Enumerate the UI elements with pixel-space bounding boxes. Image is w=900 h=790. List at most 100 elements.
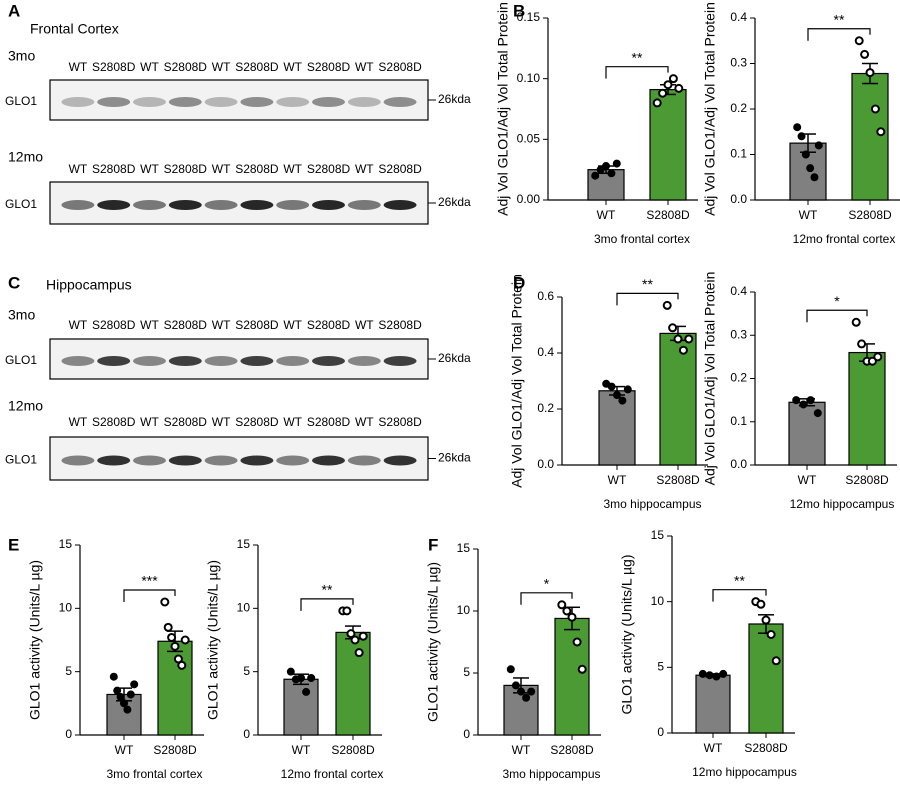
data-point bbox=[116, 693, 125, 701]
blot-band bbox=[61, 200, 95, 210]
x-tick-label: WT bbox=[512, 743, 531, 757]
lane-label: S2808D bbox=[92, 318, 136, 332]
bar bbox=[157, 640, 193, 736]
significance-bracket bbox=[605, 66, 669, 79]
y-axis-label: GLO1 activity (Units/L µg) bbox=[425, 562, 441, 722]
lane-label: S2808D bbox=[307, 318, 351, 332]
blot-band bbox=[168, 200, 202, 210]
data-point bbox=[857, 339, 867, 349]
blot-band bbox=[168, 455, 202, 466]
x-axis-label: 3mo frontal cortex bbox=[106, 767, 202, 781]
data-point bbox=[612, 159, 621, 168]
x-tick-label: S2808D bbox=[153, 743, 197, 757]
blot-band bbox=[312, 97, 345, 107]
row-label: GLO1 bbox=[5, 453, 37, 467]
lane-label: S2808D bbox=[235, 415, 279, 429]
data-point bbox=[854, 36, 864, 46]
blot-band bbox=[240, 455, 274, 466]
x-tick-label: S2808D bbox=[656, 473, 700, 487]
y-tick-label: 5 bbox=[65, 664, 72, 678]
data-point bbox=[596, 165, 605, 174]
significance-label: ** bbox=[642, 276, 653, 292]
data-point bbox=[572, 637, 582, 647]
data-point bbox=[814, 141, 823, 150]
data-point bbox=[517, 687, 525, 696]
blot-band bbox=[97, 200, 131, 210]
lane-label: WT bbox=[69, 318, 88, 332]
lane-label: WT bbox=[283, 162, 302, 176]
row-label: GLO1 bbox=[5, 94, 37, 108]
lane-label: WT bbox=[140, 318, 159, 332]
y-axis-label: Adj Vol GLO1/Adj Vol Total Protein bbox=[495, 2, 511, 216]
x-tick-label: WT bbox=[597, 208, 616, 222]
y-tick-label: 15 bbox=[457, 541, 471, 555]
y-axis-label: Adj Vol GLO1/Adj Vol Total Protein bbox=[702, 272, 718, 486]
y-tick-label: 0.1 bbox=[730, 414, 747, 428]
data-point bbox=[123, 705, 132, 714]
data-point bbox=[557, 600, 567, 610]
data-point bbox=[602, 162, 610, 171]
blot-band bbox=[383, 455, 417, 466]
lane-label: S2808D bbox=[92, 162, 136, 176]
data-point bbox=[712, 672, 721, 681]
blot-band bbox=[133, 455, 166, 466]
y-tick-label: 0.2 bbox=[730, 371, 747, 385]
data-point bbox=[761, 615, 771, 625]
y-tick-label: 0.2 bbox=[537, 401, 554, 415]
data-point bbox=[180, 635, 190, 645]
blot-band bbox=[61, 97, 95, 107]
data-point bbox=[120, 699, 128, 708]
blot-band bbox=[61, 356, 95, 366]
lane-label: WT bbox=[140, 415, 159, 429]
y-tick-label: 0 bbox=[243, 727, 250, 741]
y-tick-label: 0.15 bbox=[517, 10, 541, 24]
y-tick-label: 0.0 bbox=[730, 192, 747, 206]
blot-band bbox=[61, 455, 95, 466]
bar bbox=[554, 617, 590, 736]
bar bbox=[598, 390, 636, 466]
x-tick-label: WT bbox=[115, 743, 134, 757]
bar bbox=[695, 674, 731, 734]
y-axis-label: GLO1 activity (Units/L µg) bbox=[619, 554, 635, 714]
data-point bbox=[797, 132, 806, 141]
lane-label: S2808D bbox=[307, 60, 351, 74]
y-tick-label: 0 bbox=[657, 725, 664, 739]
blot-band bbox=[383, 200, 417, 210]
lane-label: S2808D bbox=[164, 318, 208, 332]
blot-band bbox=[347, 455, 381, 466]
y-tick-label: 0.0 bbox=[730, 457, 747, 471]
blot-band bbox=[276, 200, 310, 210]
y-tick-label: 0.0 bbox=[537, 457, 554, 471]
blot-band bbox=[276, 455, 310, 466]
data-point bbox=[130, 680, 139, 689]
bar bbox=[851, 72, 889, 201]
blot-band bbox=[168, 356, 202, 366]
age-label: 12mo bbox=[8, 398, 43, 414]
significance-bracket bbox=[806, 309, 868, 323]
x-axis-label: 12mo frontal cortex bbox=[281, 767, 384, 781]
y-tick-label: 0.6 bbox=[537, 289, 554, 303]
y-tick-label: 0 bbox=[463, 727, 470, 741]
blot-band bbox=[240, 356, 274, 366]
lane-label: S2808D bbox=[378, 60, 422, 74]
lane-label: S2808D bbox=[235, 162, 279, 176]
lane-label: S2808D bbox=[235, 318, 279, 332]
data-point bbox=[567, 612, 577, 622]
blot-title: Frontal Cortex bbox=[30, 21, 119, 37]
significance-bracket bbox=[123, 589, 176, 602]
data-point bbox=[851, 317, 861, 327]
y-tick-label: 0.05 bbox=[517, 132, 541, 146]
data-point bbox=[163, 622, 173, 632]
x-tick-label: WT bbox=[799, 208, 818, 222]
age-label: 3mo bbox=[8, 48, 35, 64]
lane-label: S2808D bbox=[164, 415, 208, 429]
panel-letter: B bbox=[513, 1, 525, 20]
lane-label: S2808D bbox=[307, 415, 351, 429]
y-tick-label: 10 bbox=[651, 594, 665, 608]
data-point bbox=[286, 667, 295, 676]
lane-label: WT bbox=[212, 60, 231, 74]
lane-label: WT bbox=[212, 318, 231, 332]
data-point bbox=[350, 635, 360, 645]
significance-bracket bbox=[520, 592, 573, 605]
